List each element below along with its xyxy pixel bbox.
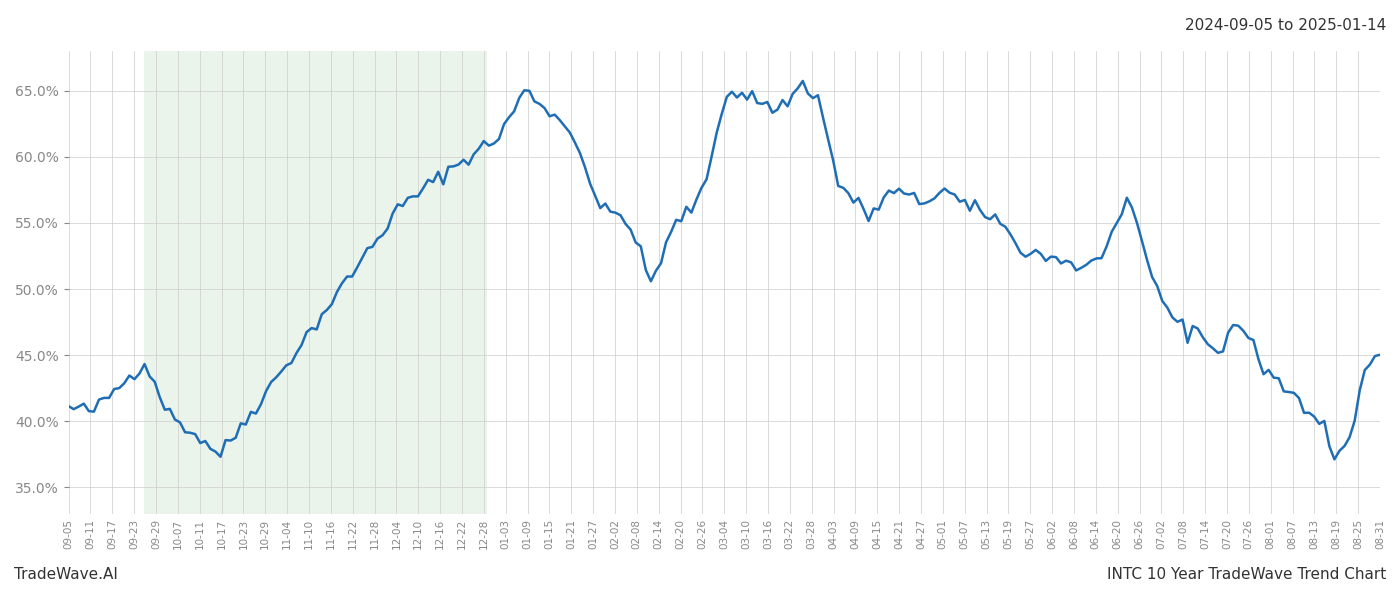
- Text: TradeWave.AI: TradeWave.AI: [14, 567, 118, 582]
- Text: INTC 10 Year TradeWave Trend Chart: INTC 10 Year TradeWave Trend Chart: [1107, 567, 1386, 582]
- Bar: [144, 51, 487, 514]
- Text: 2024-09-05 to 2025-01-14: 2024-09-05 to 2025-01-14: [1184, 18, 1386, 33]
